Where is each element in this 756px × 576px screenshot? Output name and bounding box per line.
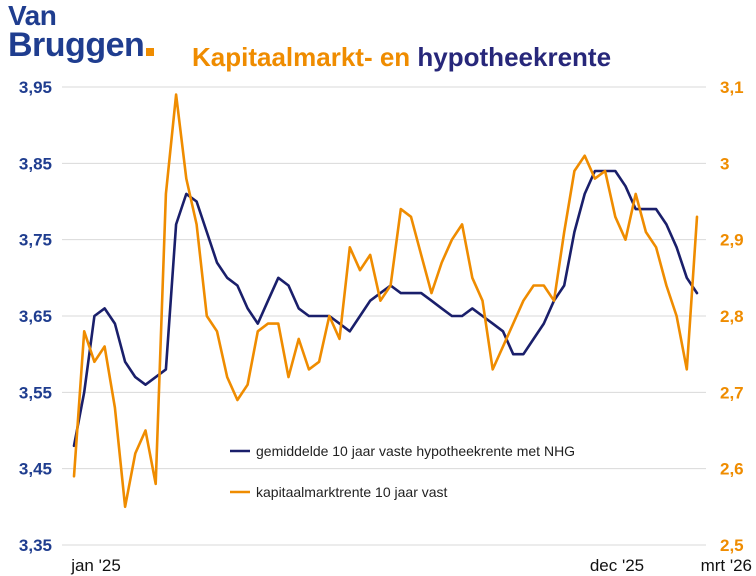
chart-gridlines <box>62 86 706 546</box>
right-axis-tick-label: 2,8 <box>720 307 744 326</box>
right-axis-tick-label: 2,5 <box>720 536 744 555</box>
left-axis-tick-label: 3,95 <box>19 78 52 97</box>
left-axis-tick-label: 3,35 <box>19 536 52 555</box>
series-line-hypotheekrente <box>72 169 699 448</box>
right-axis-tick-label: 2,7 <box>720 383 744 402</box>
left-axis-tick-label: 3,85 <box>19 154 52 173</box>
x-axis-tick-label: dec '25 <box>590 556 644 575</box>
right-axis-tick-label: 3 <box>720 154 729 173</box>
right-axis-tick-label: 3,1 <box>720 78 744 97</box>
series-line-kapitaalmarktrente <box>72 93 699 509</box>
x-axis-tick-label: jan '25 <box>70 556 121 575</box>
x-axis-ticks: jan '25 dec '25 mrt '26 <box>70 556 752 575</box>
brand-logo-line1: Van <box>8 0 57 31</box>
left-axis-tick-label: 3,45 <box>19 460 52 479</box>
left-axis-tick-label: 3,65 <box>19 307 52 326</box>
left-axis-ticks: 3,35 3,45 3,55 3,65 3,75 3,85 3,95 <box>19 78 52 555</box>
legend-label: kapitaalmarktrente 10 jaar vast <box>256 484 448 500</box>
brand-logo-dot-icon <box>146 48 155 56</box>
chart-title: Kapitaalmarkt- en hypotheekrente <box>192 42 611 73</box>
brand-logo-line2-text: Bruggen <box>8 26 145 64</box>
brand-logo: Van Bruggen <box>8 0 155 64</box>
series-lines <box>72 93 699 509</box>
chart-legend: gemiddelde 10 jaar vaste hypotheekrente … <box>230 443 575 500</box>
brand-logo-line2: Bruggen <box>8 26 155 64</box>
right-axis-tick-label: 2,6 <box>720 460 744 479</box>
x-axis-tick-label: mrt '26 <box>701 556 752 575</box>
right-axis-ticks: 2,5 2,6 2,7 2,8 2,9 3 3,1 <box>720 78 744 555</box>
left-axis-tick-label: 3,55 <box>19 383 52 402</box>
legend-label: gemiddelde 10 jaar vaste hypotheekrente … <box>256 443 575 459</box>
chart-title-part2: hypotheekrente <box>417 42 612 72</box>
chart-title-part1: Kapitaalmarkt- en <box>192 42 411 72</box>
right-axis-tick-label: 2,9 <box>720 231 744 250</box>
left-axis-tick-label: 3,75 <box>19 231 52 250</box>
